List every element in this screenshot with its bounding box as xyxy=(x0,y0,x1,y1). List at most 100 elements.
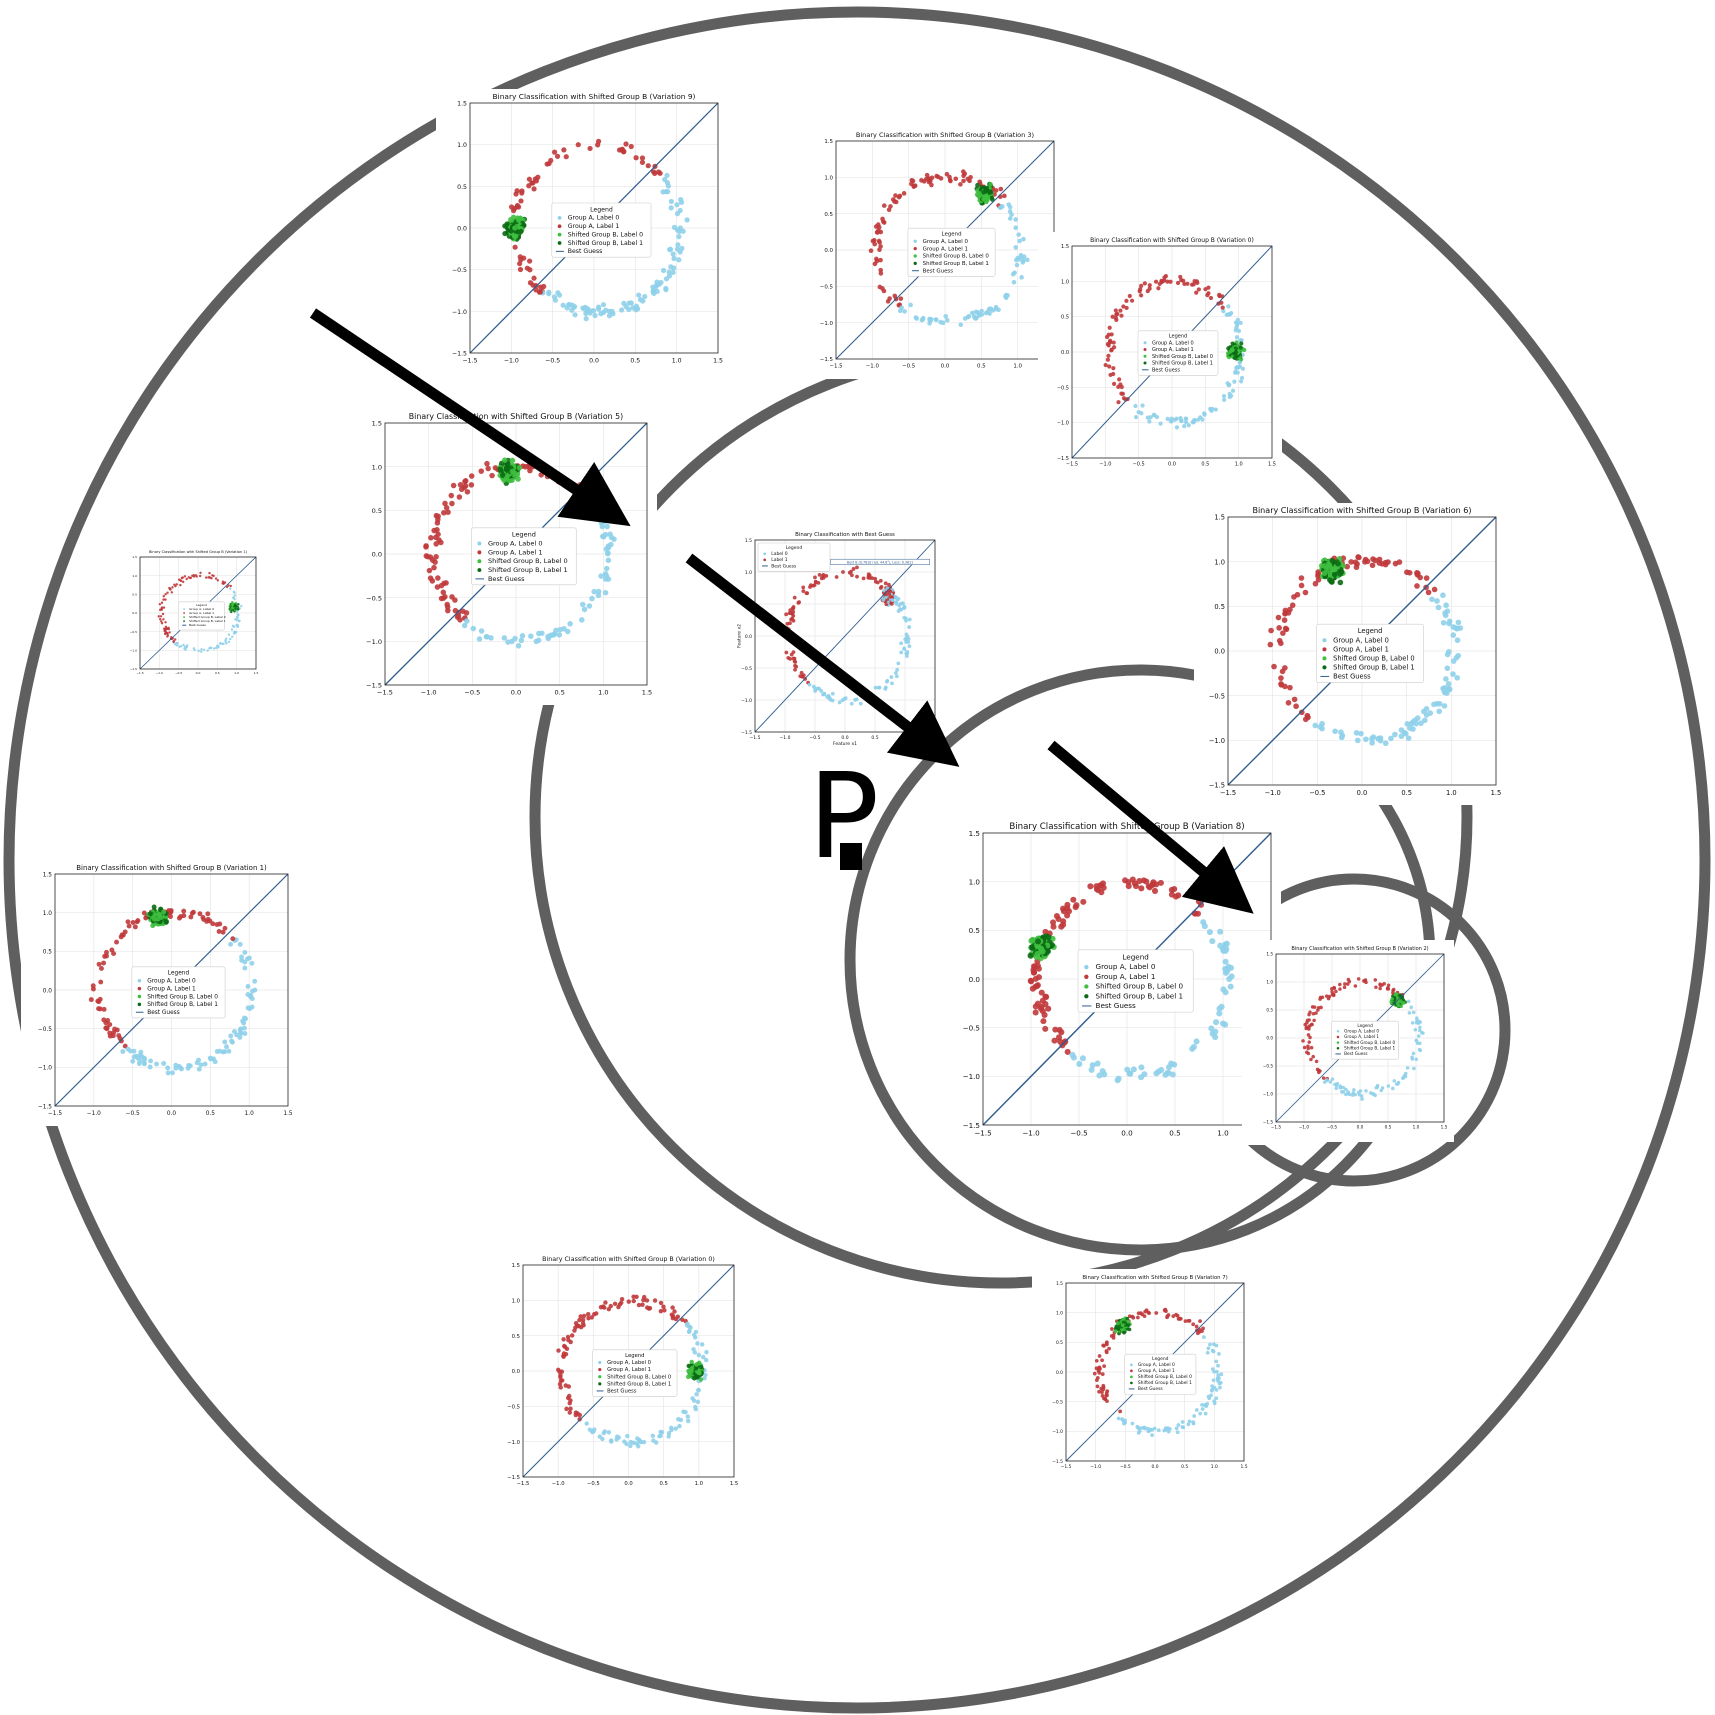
data-point xyxy=(598,1305,604,1310)
x-tick-label: −1.5 xyxy=(48,1111,62,1117)
data-point xyxy=(621,300,627,307)
data-point xyxy=(1196,287,1201,292)
data-point xyxy=(138,1049,144,1055)
data-point xyxy=(252,978,258,984)
data-point xyxy=(1111,1333,1116,1338)
legend-swatch xyxy=(1084,974,1089,979)
zoom-ring xyxy=(3,6,1711,1714)
data-point xyxy=(670,1313,676,1319)
data-point xyxy=(694,1392,699,1397)
data-point xyxy=(813,575,817,580)
data-point xyxy=(1326,996,1331,1001)
data-point xyxy=(1344,1092,1348,1097)
legend-entry: Group A, Label 0 xyxy=(568,215,620,222)
data-point xyxy=(1311,1011,1316,1016)
legend-swatch xyxy=(1336,1047,1340,1050)
data-point xyxy=(1356,554,1362,561)
data-point xyxy=(237,941,243,947)
data-point xyxy=(1208,1025,1215,1032)
data-point xyxy=(1156,286,1161,291)
data-point xyxy=(1100,1372,1105,1377)
data-point xyxy=(929,182,934,188)
data-point xyxy=(249,1004,255,1010)
data-point xyxy=(443,505,450,511)
data-point xyxy=(842,697,847,701)
data-point xyxy=(1218,1003,1225,1010)
data-point xyxy=(1121,396,1127,401)
data-point xyxy=(478,628,485,634)
data-point xyxy=(1042,993,1049,1000)
data-point xyxy=(636,292,642,298)
data-point xyxy=(1166,1429,1171,1434)
data-point xyxy=(830,691,835,696)
data-point xyxy=(600,309,607,316)
data-point xyxy=(1124,1066,1131,1073)
data-point xyxy=(979,185,984,190)
legend-entry: Shifted Group B, Label 1 xyxy=(1096,991,1184,1000)
data-point xyxy=(1417,1047,1422,1052)
data-point xyxy=(640,298,646,304)
data-point xyxy=(654,282,660,288)
data-point xyxy=(975,182,980,188)
data-point xyxy=(1180,1425,1185,1429)
y-tick-label: −1.0 xyxy=(820,321,834,327)
data-point xyxy=(1202,1335,1206,1339)
data-point xyxy=(1145,288,1150,294)
data-point xyxy=(1186,1318,1191,1323)
data-point xyxy=(644,1298,650,1303)
data-point xyxy=(791,609,796,614)
data-point xyxy=(609,308,615,314)
data-point xyxy=(784,650,789,655)
data-point xyxy=(1124,298,1129,303)
data-point xyxy=(236,624,239,627)
data-point xyxy=(1107,325,1112,330)
data-point xyxy=(1222,989,1229,996)
data-point xyxy=(583,310,589,317)
data-point xyxy=(1211,1349,1216,1354)
data-point xyxy=(885,299,891,304)
data-point xyxy=(1343,982,1347,986)
legend-box xyxy=(131,966,226,1019)
data-point xyxy=(1370,556,1376,562)
x-tick-label: 0.0 xyxy=(1357,1125,1364,1130)
legend-entry: Shifted Group B, Label 0 xyxy=(607,1374,671,1380)
data-point xyxy=(590,1429,595,1435)
data-point xyxy=(674,211,681,217)
y-tick-label: 1.0 xyxy=(969,878,981,887)
y-tick-label: −1.5 xyxy=(1263,1120,1274,1125)
data-point xyxy=(504,221,510,227)
data-point xyxy=(1175,1430,1180,1435)
data-point xyxy=(1369,1091,1373,1095)
x-tick-label: 0.0 xyxy=(624,1481,632,1487)
data-point xyxy=(1218,1380,1223,1385)
data-point xyxy=(531,275,537,281)
data-point xyxy=(885,679,889,684)
data-point xyxy=(1174,425,1180,430)
y-tick-label: −1.0 xyxy=(130,649,137,653)
data-point xyxy=(1186,1422,1191,1427)
data-point xyxy=(1402,1073,1407,1078)
legend-entry: Shifted Group B, Label 1 xyxy=(607,1381,671,1387)
y-tick-label: 0.0 xyxy=(824,248,833,254)
data-point xyxy=(606,313,613,319)
data-point xyxy=(1404,569,1410,576)
legend-swatch xyxy=(1336,1041,1340,1044)
y-tick-label: 1.5 xyxy=(512,1263,520,1269)
data-point xyxy=(600,302,607,308)
x-tick-label: −1.5 xyxy=(136,671,143,675)
data-point xyxy=(1110,314,1115,319)
data-point xyxy=(148,911,153,917)
data-point xyxy=(665,183,671,189)
y-axis-label: Feature x2 xyxy=(737,624,743,648)
data-point xyxy=(1073,902,1080,909)
y-tick-label: −0.5 xyxy=(452,267,467,274)
data-point xyxy=(1136,878,1143,885)
data-point xyxy=(1007,204,1013,210)
data-point xyxy=(1212,1034,1219,1041)
y-tick-label: 1.5 xyxy=(1266,952,1273,957)
data-point xyxy=(215,646,218,650)
data-point xyxy=(170,591,174,594)
y-tick-label: −1.5 xyxy=(741,730,752,736)
data-point xyxy=(1212,1028,1219,1035)
scatter-plot: Binary Classification with Shifted Group… xyxy=(1194,503,1506,805)
